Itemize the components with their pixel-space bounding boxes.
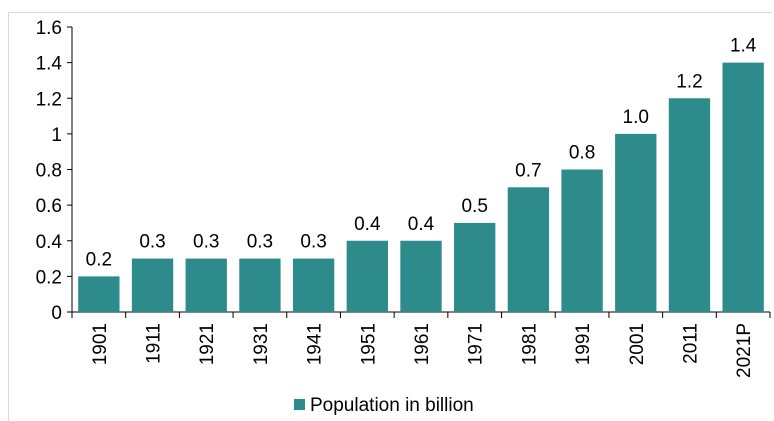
- x-tick-label-1971: 1971: [466, 323, 487, 365]
- data-label-1971: 0.5: [461, 196, 487, 217]
- bar-1931: [239, 258, 281, 312]
- bar-2011: [668, 98, 711, 312]
- bar-2021P: [722, 62, 764, 312]
- data-label-1991: 0.8: [569, 143, 595, 164]
- legend-label: Population in billion: [310, 395, 474, 416]
- x-tick-label-1991: 1991: [573, 323, 594, 365]
- bar-1941: [292, 258, 335, 312]
- data-label-1941: 0.3: [300, 232, 326, 253]
- bar-2001: [615, 133, 657, 312]
- x-tick-label-1901: 1901: [90, 323, 111, 365]
- x-tick-label-2011: 2011: [680, 323, 701, 364]
- x-tick-label-1931: 1931: [251, 323, 272, 365]
- chart-frame: [8, 12, 772, 421]
- data-label-1921: 0.3: [193, 232, 219, 253]
- x-axis: 1901 1911 1921 1931 1941 1951 1961 1971 1981 1991…: [71, 311, 771, 378]
- legend: Population in billion: [294, 395, 474, 416]
- y-tick-label: 0.2: [36, 267, 62, 288]
- y-tick-label: 1.2: [36, 89, 62, 110]
- x-tick-label-1911: 1911: [144, 323, 165, 364]
- bar-1991: [561, 169, 603, 312]
- y-tick-label: 0.8: [36, 161, 62, 182]
- y-tick-label: 1.6: [36, 18, 62, 39]
- bar-1921: [185, 258, 227, 312]
- x-tick-label-2001: 2001: [627, 323, 648, 365]
- data-label-1901: 0.2: [86, 249, 112, 270]
- x-tick-label-1941: 1941: [305, 323, 326, 365]
- y-tick-label: 1.4: [36, 54, 63, 75]
- bars: [78, 62, 764, 312]
- x-tick-label-1951: 1951: [358, 323, 379, 365]
- data-label-2011: 1.2: [676, 71, 702, 92]
- data-label-1911: 0.3: [139, 232, 165, 253]
- y-tick-label: 1: [51, 125, 62, 146]
- data-labels: 0.2 0.3 0.3 0.3 0.3 0.4 0.4 0.5 0.7 0.8 1.0 1.2 1.4: [86, 36, 757, 271]
- y-tick-label: 0.6: [36, 196, 62, 217]
- bar-1981: [507, 187, 550, 312]
- bar-1901: [78, 276, 120, 312]
- legend-swatch: [294, 399, 305, 410]
- data-label-1951: 0.4: [354, 214, 381, 235]
- bar-1911: [131, 258, 174, 312]
- data-label-1961: 0.4: [408, 214, 435, 235]
- y-axis: 0 0.2 0.4 0.6 0.8 1 1.2 1.4 1.6: [36, 18, 73, 324]
- bar-1961: [400, 240, 442, 312]
- y-tick-label: 0.4: [36, 232, 63, 253]
- data-label-1931: 0.3: [247, 232, 273, 253]
- y-tick-label: 0: [51, 303, 62, 324]
- x-tick-label-1961: 1961: [412, 323, 433, 365]
- data-label-2001: 1.0: [623, 107, 649, 128]
- x-tick-label-1981: 1981: [519, 323, 540, 365]
- bar-1951: [346, 240, 388, 312]
- x-tick-label-2021P: 2021P: [734, 323, 755, 378]
- bar-1971: [454, 222, 496, 312]
- data-label-2021P: 1.4: [730, 36, 757, 57]
- x-tick-label-1921: 1921: [197, 323, 218, 365]
- data-label-1981: 0.7: [515, 160, 541, 181]
